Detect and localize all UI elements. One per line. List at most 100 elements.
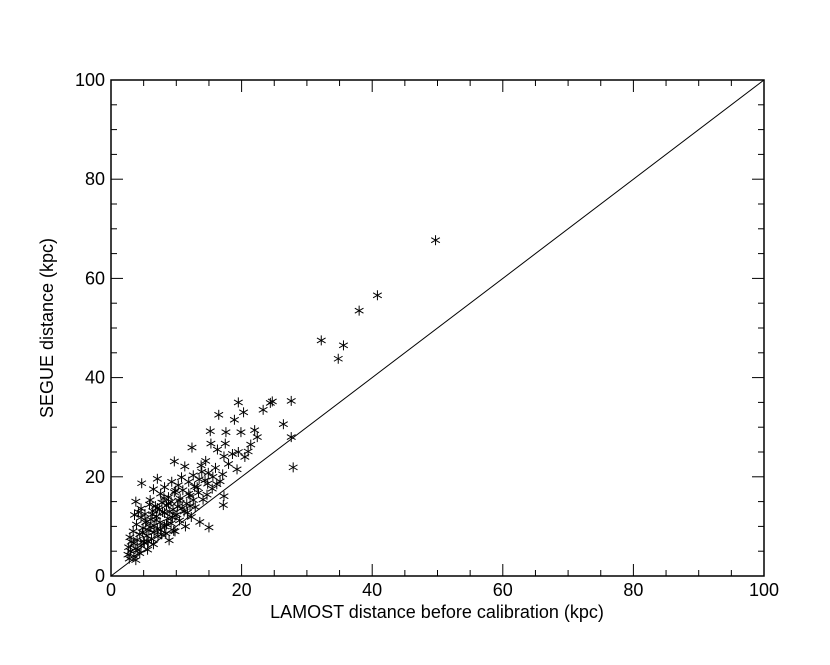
data-point (212, 479, 222, 490)
data-point (131, 496, 141, 507)
data-point (243, 446, 253, 457)
data-point (174, 495, 184, 506)
data-point (192, 482, 202, 493)
data-point (152, 473, 162, 484)
x-tick-label: 60 (493, 580, 513, 600)
data-point (252, 432, 262, 443)
data-point (145, 521, 155, 532)
data-point (175, 493, 185, 504)
x-tick-label: 0 (106, 580, 116, 600)
data-point (190, 502, 200, 513)
data-points (123, 235, 441, 566)
y-tick-label: 80 (85, 169, 105, 189)
one-to-one-reference-line (110, 79, 765, 577)
data-point (137, 527, 147, 538)
data-point (154, 504, 164, 515)
data-point (212, 444, 223, 455)
y-tick-label: 100 (75, 70, 105, 90)
data-point (204, 522, 214, 533)
data-point (205, 426, 215, 437)
data-point (238, 407, 249, 418)
data-point (187, 442, 197, 453)
x-tick-label: 100 (749, 580, 779, 600)
data-point (229, 414, 239, 425)
data-point (208, 471, 218, 482)
data-point (133, 544, 143, 555)
data-point (207, 483, 217, 494)
y-axis-title: SEGUE distance (kpc) (37, 238, 57, 418)
data-point (193, 487, 204, 498)
plot-frame (110, 79, 765, 577)
data-point (180, 521, 191, 532)
data-point (218, 469, 228, 480)
data-point (219, 491, 229, 502)
x-tick-label: 40 (362, 580, 382, 600)
data-point (185, 501, 195, 512)
data-point (129, 509, 140, 520)
data-point (218, 500, 228, 511)
data-point (161, 519, 172, 530)
data-point (288, 462, 298, 473)
data-point (197, 466, 207, 477)
data-point (159, 493, 169, 504)
data-point (278, 419, 288, 430)
data-point (184, 488, 194, 499)
data-point (169, 456, 179, 467)
data-point (198, 494, 208, 505)
x-tick-label: 80 (623, 580, 643, 600)
data-point (221, 427, 231, 438)
data-point (141, 517, 151, 528)
data-point (143, 536, 153, 547)
data-point (200, 475, 210, 486)
data-point (220, 438, 230, 449)
data-point (338, 340, 349, 351)
data-point (265, 397, 275, 408)
data-point (333, 353, 343, 364)
data-point (147, 509, 157, 520)
data-point (156, 529, 166, 540)
x-tick-label: 20 (232, 580, 252, 600)
data-point (124, 553, 134, 564)
data-point (206, 438, 216, 449)
data-point (246, 439, 256, 450)
data-point (188, 470, 198, 481)
data-point (170, 526, 180, 537)
y-tick-label: 40 (85, 368, 105, 388)
data-point (180, 461, 190, 472)
data-point (137, 478, 147, 489)
data-point (214, 409, 224, 420)
x-axis-title: LAMOST distance before calibration (kpc) (270, 602, 604, 622)
tick-labels: 0 20 40 60 80 100 0 20 40 60 80 100 (75, 70, 779, 600)
data-point (142, 544, 153, 555)
data-point (196, 460, 206, 471)
data-point (144, 525, 154, 536)
data-point (145, 495, 155, 506)
data-point (164, 535, 174, 546)
data-point (233, 397, 243, 408)
data-point (148, 484, 159, 495)
data-point (286, 395, 296, 406)
data-point (171, 485, 181, 496)
data-point (186, 511, 196, 522)
data-point (172, 509, 182, 520)
data-point (194, 474, 204, 485)
data-point (223, 458, 234, 469)
data-point (126, 536, 136, 547)
data-point (372, 290, 383, 301)
data-point (150, 501, 160, 512)
data-point (250, 425, 260, 436)
data-point (219, 451, 229, 462)
data-point (195, 516, 205, 527)
data-point (316, 335, 326, 346)
data-point (286, 432, 296, 443)
data-point (210, 462, 221, 473)
data-point (133, 507, 144, 518)
y-tick-label: 60 (85, 268, 105, 288)
data-point (169, 487, 179, 498)
data-point (184, 476, 194, 487)
data-point (176, 472, 187, 483)
data-point (233, 447, 243, 457)
data-point (227, 448, 238, 459)
data-point (430, 235, 441, 246)
